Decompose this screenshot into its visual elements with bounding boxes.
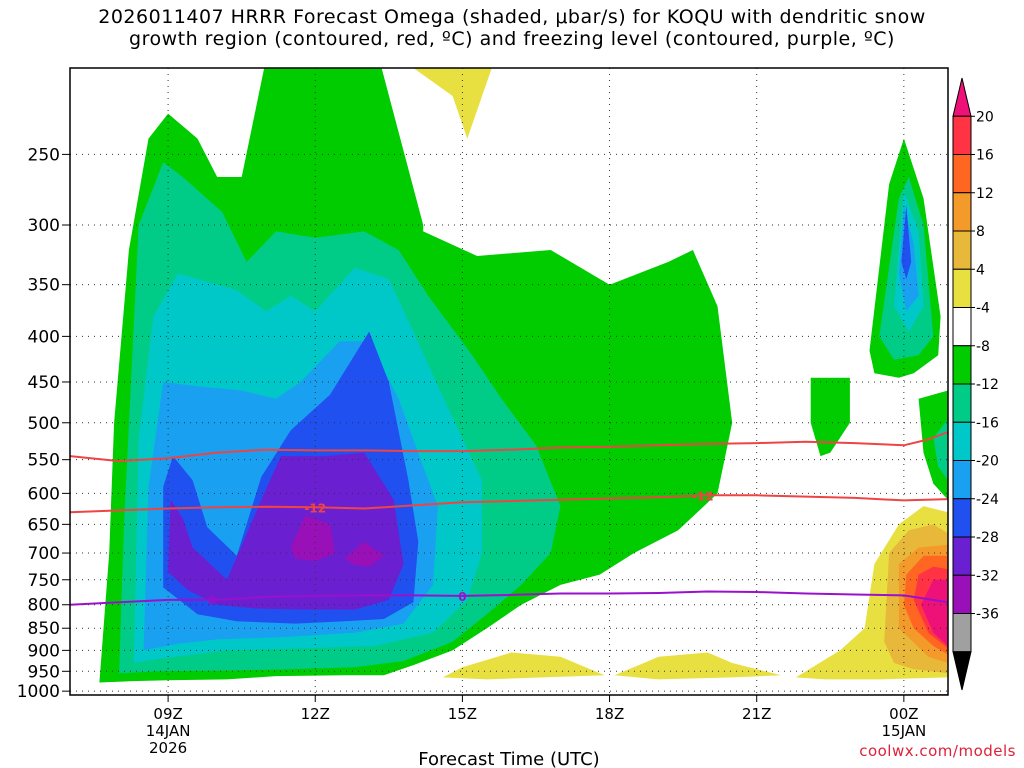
y-tick-label-950: 950 (28, 662, 60, 682)
contour-line-2 (70, 494, 948, 514)
x-tick-date-09Z: 14JAN (146, 722, 191, 740)
plot-area: -12 -12 0 0 (70, 68, 948, 695)
colorbar-label-12: -28 (976, 530, 999, 546)
y-tick-label-550: 550 (28, 451, 60, 471)
x-tick-label-15Z: 15Z (448, 705, 477, 723)
x-tick-label-12Z: 12Z (301, 705, 330, 723)
y-tick-label-500: 500 (28, 414, 60, 434)
colorbar-label-4: 8 (976, 224, 985, 240)
colorbar-segment-13 (952, 536, 972, 576)
y-tick-label-300: 300 (28, 216, 60, 236)
colorbar-segment-8 (952, 345, 972, 385)
colorbar-segment-14 (952, 574, 972, 614)
colorbar-segment-12 (952, 498, 972, 538)
omega-region-25 (921, 579, 948, 646)
y-tick-label-900: 900 (28, 641, 60, 661)
chart-title: 2026011407 HRRR Forecast Omega (shaded, … (0, 6, 1024, 50)
y-tick-label-800: 800 (28, 596, 60, 616)
chart-title-line-1: 2026011407 HRRR Forecast Omega (shaded, … (98, 6, 926, 28)
x-tick-label-21Z: 21Z (742, 705, 771, 723)
contour-line-1 (70, 431, 948, 463)
y-tick-label-850: 850 (28, 619, 60, 639)
colorbar-label-5: 4 (976, 262, 985, 278)
x-tick-year-09Z: 2026 (149, 739, 187, 757)
chart-title-line-2: growth region (contoured, red, ºC) and f… (129, 28, 895, 50)
omega-region-19 (614, 652, 782, 680)
colorbar-segment-9 (952, 383, 972, 423)
contour-label-3-2: 0 (458, 590, 466, 604)
colorbar-label-13: -32 (976, 568, 999, 584)
omega-region-3 (810, 377, 850, 457)
x-tick-date-00Z: 15JAN (881, 722, 926, 740)
colorbar-label-1: 20 (976, 109, 994, 125)
colorbar-segment-11 (952, 460, 972, 500)
colorbar-label-8: -12 (976, 377, 999, 393)
omega-region-18 (442, 652, 605, 680)
omega-region-15 (290, 515, 335, 562)
colorbar-label-11: -24 (976, 492, 999, 508)
omega-region-20 (413, 68, 492, 139)
y-tick-label-750: 750 (28, 571, 60, 591)
omega-region-16 (344, 541, 384, 567)
colorbar-label-2: 16 (976, 148, 994, 164)
colorbar-segment-1 (952, 77, 972, 117)
colorbar-label-6: -4 (976, 301, 990, 317)
colorbar: 20 16 12 8 4 -4 -8 -12 -16 -20 -24 -28 -32 -36 (952, 77, 999, 691)
colorbar-segment-10 (952, 421, 972, 461)
contour-label-2-2: -12 (692, 489, 714, 503)
colorbar-label-14: -36 (976, 607, 999, 623)
contour-label-2-1: -12 (304, 501, 326, 515)
contour-label-3-1: 0 (208, 594, 216, 608)
colorbar-segment-16 (952, 651, 972, 691)
y-tick-label-400: 400 (28, 327, 60, 347)
colorbar-segment-15 (952, 613, 972, 653)
y-tick-label-250: 250 (28, 145, 60, 165)
credit-text: coolwx.com/models (859, 742, 1016, 760)
y-tick-label-650: 650 (28, 515, 60, 535)
omega-region-4 (918, 390, 948, 500)
x-tick-label-00Z: 00Z (889, 705, 918, 723)
y-tick-label-700: 700 (28, 544, 60, 564)
colorbar-label-10: -20 (976, 454, 999, 470)
colorbar-label-9: -16 (976, 415, 999, 431)
colorbar-label-7: -8 (976, 339, 990, 355)
colorbar-segment-2 (952, 115, 972, 155)
colorbar-segment-6 (952, 268, 972, 308)
y-tick-label-600: 600 (28, 484, 60, 504)
x-tick-label-18Z: 18Z (595, 705, 624, 723)
colorbar-segment-5 (952, 230, 972, 270)
y-tick-label-1000: 1000 (17, 682, 60, 702)
x-tick-label-09Z: 09Z (153, 705, 182, 723)
y-tick-label-450: 450 (28, 373, 60, 393)
colorbar-segment-7 (952, 307, 972, 347)
colorbar-segment-4 (952, 192, 972, 232)
contour-line-3 (70, 590, 948, 606)
colorbar-label-3: 12 (976, 186, 994, 202)
colorbar-segment-3 (952, 154, 972, 194)
x-axis-label: Forecast Time (UTC) (418, 749, 599, 768)
y-tick-label-350: 350 (28, 276, 60, 296)
omega-region-14 (168, 452, 404, 610)
